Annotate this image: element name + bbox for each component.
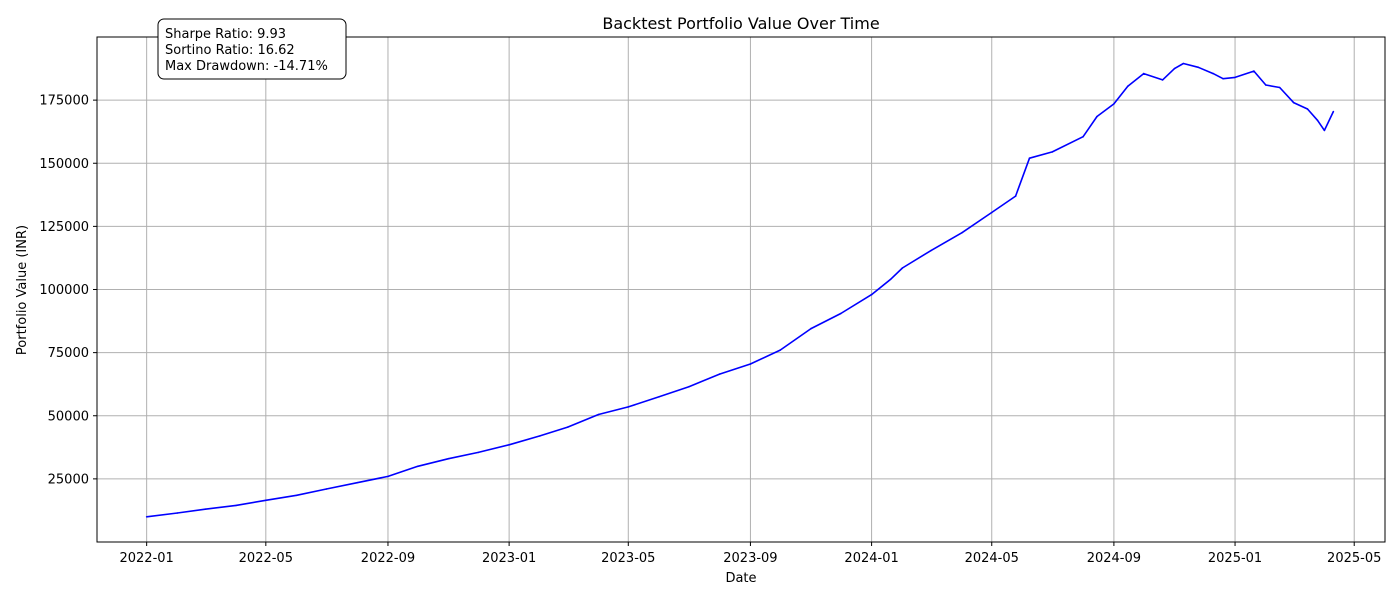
data-point: [1096, 115, 1098, 118]
data-point: [1014, 195, 1017, 197]
sortino-ratio-text: Sortino Ratio: 16.62: [165, 43, 295, 58]
data-point: [1253, 70, 1255, 72]
data-point: [779, 349, 781, 351]
x-tick-label: 2024-01: [844, 551, 898, 566]
data-point: [1197, 66, 1200, 69]
data-point: [961, 231, 963, 234]
y-tick-label: 125000: [39, 220, 89, 235]
x-tick-label: 2025-01: [1208, 551, 1262, 566]
data-point: [1161, 79, 1164, 81]
data-point: [1173, 67, 1176, 70]
x-axis-label: Date: [725, 571, 756, 586]
data-point: [1113, 103, 1115, 105]
data-point: [1127, 85, 1129, 87]
x-tick-label: 2025-05: [1327, 551, 1381, 566]
data-point: [417, 465, 419, 468]
stats-annotation: Sharpe Ratio: 9.93 Sortino Ratio: 16.62 …: [157, 18, 347, 80]
data-point: [1323, 129, 1326, 132]
x-tick-label: 2023-01: [482, 551, 536, 566]
data-point: [176, 512, 179, 514]
data-point: [508, 444, 510, 446]
data-point: [1082, 135, 1084, 138]
data-point: [889, 278, 892, 281]
data-point: [597, 413, 600, 416]
y-tick-label: 75000: [48, 346, 89, 361]
data-point: [1332, 110, 1335, 113]
portfolio-value-line: [146, 62, 1335, 518]
chart-title: Backtest Portfolio Value Over Time: [602, 14, 879, 33]
data-point: [295, 494, 298, 497]
data-point: [718, 373, 721, 375]
sharpe-ratio-text: Sharpe Ratio: 9.93: [165, 27, 286, 42]
data-point: [1292, 101, 1295, 104]
data-point: [387, 475, 389, 478]
x-tick-label: 2023-05: [601, 551, 655, 566]
data-point: [1222, 77, 1224, 80]
grid: [97, 37, 1385, 542]
data-point: [627, 406, 630, 408]
data-point: [990, 211, 993, 214]
x-tick-label: 2024-05: [965, 551, 1019, 566]
data-point: [235, 504, 237, 507]
y-tick-label: 175000: [39, 94, 89, 109]
data-point: [1278, 86, 1281, 89]
annotation-box: [157, 18, 347, 80]
data-point: [145, 516, 148, 518]
data-point: [1265, 84, 1267, 86]
data-point: [1306, 108, 1309, 110]
x-tick-label: 2022-05: [239, 551, 293, 566]
data-point: [1234, 76, 1236, 79]
x-tick-label: 2022-01: [119, 551, 173, 566]
y-axis-label: Portfolio Value (INR): [15, 225, 30, 355]
data-point: [1028, 157, 1031, 159]
y-tick-label: 50000: [48, 409, 89, 424]
x-tick-label: 2022-09: [361, 551, 415, 566]
data-point: [688, 385, 690, 388]
y-tick-label: 25000: [48, 472, 89, 487]
data-point: [749, 363, 752, 365]
data-point: [265, 499, 267, 502]
x-axis-ticks: 2022-01 2022-05 2022-09 2023-01 2023-05 2023-…: [119, 542, 1381, 566]
data-point: [447, 457, 450, 460]
x-tick-label: 2024-09: [1087, 551, 1141, 566]
data-point: [539, 435, 541, 437]
max-drawdown-text: Max Drawdown: -14.71%: [165, 59, 328, 74]
y-tick-label: 150000: [39, 157, 89, 172]
data-point: [1051, 151, 1054, 153]
data-point: [1212, 72, 1214, 75]
data-point: [658, 396, 660, 398]
data-point: [204, 508, 206, 511]
data-point: [356, 481, 359, 484]
data-point: [901, 267, 904, 269]
data-point: [325, 488, 328, 490]
data-point: [1142, 72, 1145, 75]
plot-frame: [96, 36, 1386, 543]
data-point: [477, 451, 480, 454]
data-point: [1182, 62, 1185, 65]
series-layer: [145, 62, 1335, 518]
data-point: [810, 327, 812, 330]
data-point: [566, 426, 569, 428]
data-point: [930, 249, 932, 252]
y-axis-ticks: 25000 50000 75000 100000 125000 150000 175000: [39, 94, 97, 487]
x-tick-label: 2023-09: [723, 551, 777, 566]
data-point: [840, 312, 842, 315]
data-point: [870, 293, 873, 296]
data-point: [1316, 119, 1319, 122]
y-tick-label: 100000: [39, 283, 89, 298]
